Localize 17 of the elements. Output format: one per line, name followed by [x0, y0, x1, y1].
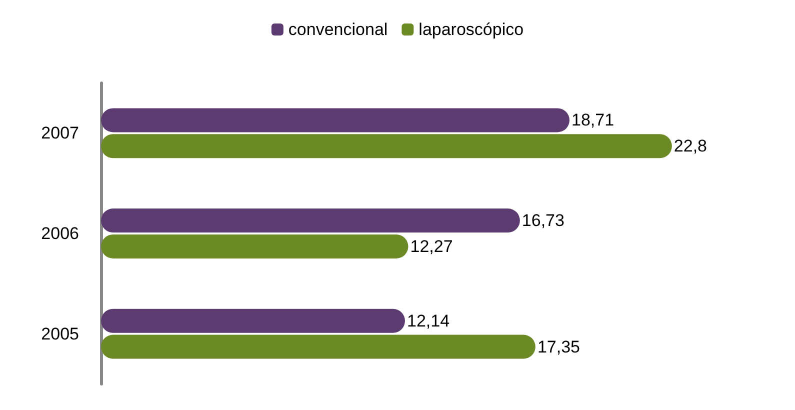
legend-label: convencional [288, 20, 388, 39]
y-tick-label: 2007 [41, 124, 79, 143]
bar [101, 308, 405, 333]
data-label: 17,35 [537, 337, 580, 356]
legend-label: laparoscópico [418, 20, 524, 39]
bar [101, 134, 672, 158]
bar [101, 234, 408, 258]
data-label: 22,8 [674, 136, 708, 156]
data-label: 12,27 [410, 236, 453, 256]
data-label: 12,14 [406, 311, 450, 330]
y-tick-label: 2006 [41, 224, 79, 243]
data-label: 16,73 [522, 211, 564, 230]
data-label: 18,71 [572, 110, 614, 130]
y-tick-label: 2005 [41, 324, 79, 344]
bar [101, 108, 570, 132]
bar [101, 334, 536, 359]
bar [101, 208, 520, 233]
